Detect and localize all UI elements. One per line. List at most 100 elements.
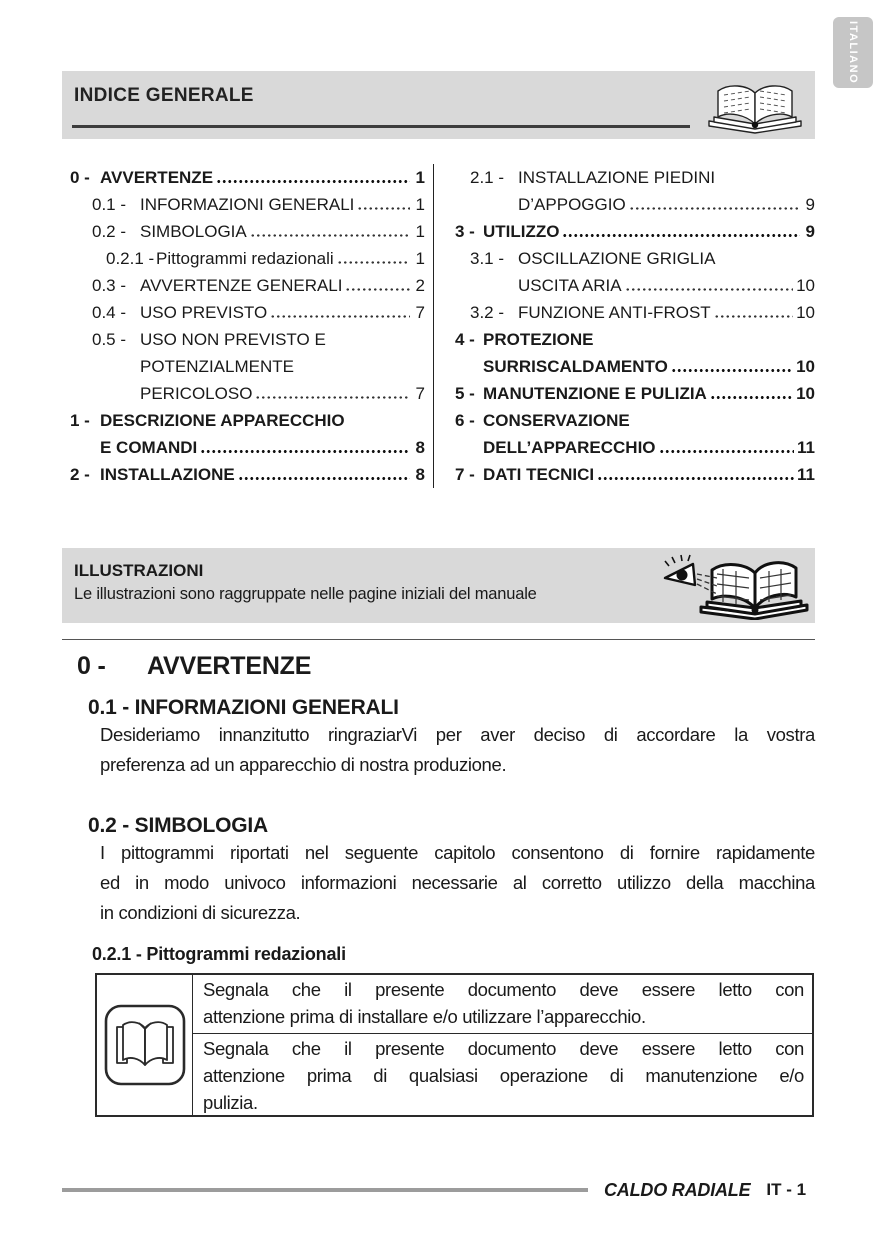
toc-entry-number: 2.1 -: [470, 168, 505, 187]
toc-column-right: 2.1 - INSTALLAZIONE PIEDINI D’APPOGGIO 9 3 -…: [433, 164, 815, 488]
read-manual-book-icon: [97, 975, 193, 1115]
text-line: Segnala che il presente documento deve e…: [203, 1038, 804, 1059]
toc-dot-leader: [270, 299, 410, 326]
chapter-number: 0 -: [77, 652, 106, 680]
toc-entry-label: SURRISCALDAMENTO: [483, 357, 668, 376]
pictogram-row-text: Segnala che il presente documento deve e…: [193, 1033, 812, 1115]
toc-entry-number: 7 -: [455, 465, 475, 484]
toc-entry-number: 0.5 -: [92, 330, 127, 349]
illustrations-title: ILLUSTRAZIONI: [74, 561, 204, 580]
toc-entry: USCITA ARIA 10: [455, 272, 815, 299]
toc-entry-label: MANUTENZIONE E PULIZIA: [483, 384, 707, 403]
toc-entry-label: DATI TECNICI: [483, 465, 595, 484]
toc-entry-number: 3 -: [455, 222, 475, 241]
illustrations-subtitle: Le illustrazioni sono raggruppate nelle …: [74, 585, 537, 603]
toc-entry: 0.2 - SIMBOLOGIA 1: [62, 218, 425, 245]
footer-rule: [62, 1188, 588, 1192]
toc-entry-number: 0.2.1 -: [106, 249, 155, 268]
toc-entry-label: PERICOLOSO: [140, 384, 253, 403]
table-of-contents: 0 - AVVERTENZE 1 0.1 - INFORMAZIONI GENERALI…: [62, 164, 815, 488]
index-header-box: INDICE GENERALE: [62, 71, 815, 139]
toc-entry: D’APPOGGIO 9: [455, 191, 815, 218]
toc-page-number: 1: [415, 168, 425, 187]
toc-entry-label: USCITA ARIA: [518, 276, 622, 295]
toc-entry: 0.5 - USO NON PREVISTO E: [62, 326, 425, 353]
toc-entry: 2 - INSTALLAZIONE 8: [62, 461, 425, 488]
text-line: Desideriamo innanzitutto ringraziarVi pe…: [100, 724, 815, 745]
illustrations-box: ILLUSTRAZIONI Le illustrazioni sono ragg…: [62, 548, 815, 623]
text-line: Segnala che il presente documento deve e…: [203, 979, 804, 1000]
toc-dot-leader: [336, 245, 410, 272]
toc-entry-label: AVVERTENZE GENERALI: [140, 276, 343, 295]
chapter-heading: 0 - AVVERTENZE: [77, 652, 311, 681]
toc-entry: 0.1 - INFORMAZIONI GENERALI 1: [62, 191, 425, 218]
toc-page-number: 10: [796, 357, 815, 376]
toc-entry-number: 0.4 -: [92, 303, 127, 322]
toc-entry-label: INFORMAZIONI GENERALI: [140, 195, 355, 214]
pictogram-row-text: Segnala che il presente documento deve e…: [193, 975, 812, 1033]
toc-entry-label: UTILIZZO: [483, 222, 560, 241]
language-tab-label: ITALIANO: [847, 20, 859, 85]
toc-dot-leader: [670, 353, 794, 380]
toc-entry: 0 - AVVERTENZE 1: [62, 164, 425, 191]
toc-entry-label: PROTEZIONE: [483, 330, 594, 349]
toc-entry: 0.2.1 - Pittogrammi redazionali 1: [62, 245, 425, 272]
toc-page-number: 9: [805, 195, 815, 214]
toc-entry-label: E COMANDI: [100, 438, 198, 457]
toc-page-number: 11: [797, 438, 815, 457]
open-book-icon: [705, 79, 805, 140]
toc-dot-leader: [562, 218, 800, 245]
toc-entry-number: 0 -: [70, 168, 90, 187]
toc-entry: E COMANDI 8: [62, 434, 425, 461]
toc-dot-leader: [628, 191, 800, 218]
toc-entry: 0.4 - USO PREVISTO 7: [62, 299, 425, 326]
toc-entry: 6 - CONSERVAZIONE: [455, 407, 815, 434]
toc-entry: 7 - DATI TECNICI 11: [455, 461, 815, 488]
toc-dot-leader: [237, 461, 410, 488]
toc-entry-label: D’APPOGGIO: [518, 195, 626, 214]
toc-entry-label: USO NON PREVISTO E: [140, 330, 326, 349]
section-0-2-heading: 0.2 - SIMBOLOGIA: [88, 814, 268, 837]
toc-entry-number: 3.1 -: [470, 249, 505, 268]
toc-page-number: 1: [415, 249, 425, 268]
toc-dot-leader: [713, 299, 794, 326]
section-0-2-paragraph: I pittogrammi riportati nel seguente cap…: [100, 838, 815, 928]
header-underline: [72, 125, 690, 128]
toc-page-number: 10: [796, 276, 815, 295]
toc-entry-number: 0.1 -: [92, 195, 127, 214]
toc-entry-number: 4 -: [455, 330, 475, 349]
toc-dot-leader: [200, 434, 410, 461]
toc-entry: PERICOLOSO 7: [62, 380, 425, 407]
language-tab: ITALIANO: [833, 17, 873, 88]
toc-entry-label: USO PREVISTO: [140, 303, 268, 322]
toc-page-number: 7: [415, 303, 425, 322]
toc-entry: 3.1 - OSCILLAZIONE GRIGLIA: [455, 245, 815, 272]
pictogram-table: Segnala che il presente documento deve e…: [95, 973, 814, 1117]
text-line: I pittogrammi riportati nel seguente cap…: [100, 842, 815, 863]
toc-entry-label: AVVERTENZE: [100, 168, 214, 187]
toc-entry-label: DESCRIZIONE APPARECCHIO: [100, 411, 345, 430]
toc-dot-leader: [345, 272, 410, 299]
eye-book-icon: [659, 552, 809, 625]
page-footer: CALDO RADIALE IT - 1: [62, 1180, 815, 1200]
toc-entry-number: 6 -: [455, 411, 475, 430]
toc-dot-leader: [255, 380, 410, 407]
toc-entry: 3 - UTILIZZO 9: [455, 218, 815, 245]
toc-entry: POTENZIALMENTE: [62, 353, 425, 380]
toc-column-left: 0 - AVVERTENZE 1 0.1 - INFORMAZIONI GENERALI…: [62, 164, 433, 488]
toc-entry-label: POTENZIALMENTE: [140, 357, 294, 376]
section-divider-rule: [62, 639, 815, 640]
toc-entry-label: INSTALLAZIONE PIEDINI: [518, 168, 716, 187]
toc-entry-label: INSTALLAZIONE: [100, 465, 235, 484]
toc-page-number: 7: [415, 384, 425, 403]
page-number: IT - 1: [766, 1180, 807, 1199]
toc-entry: 4 - PROTEZIONE: [455, 326, 815, 353]
toc-entry-label: CONSERVAZIONE: [483, 411, 630, 430]
section-0-1-paragraph: Desideriamo innanzitutto ringraziarVi pe…: [100, 720, 815, 780]
text-line: ed in modo univoco informazioni necessar…: [100, 872, 815, 893]
chapter-title: AVVERTENZE: [147, 652, 312, 680]
toc-entry-number: 3.2 -: [470, 303, 505, 322]
toc-dot-leader: [357, 191, 410, 218]
toc-dot-leader: [709, 380, 794, 407]
